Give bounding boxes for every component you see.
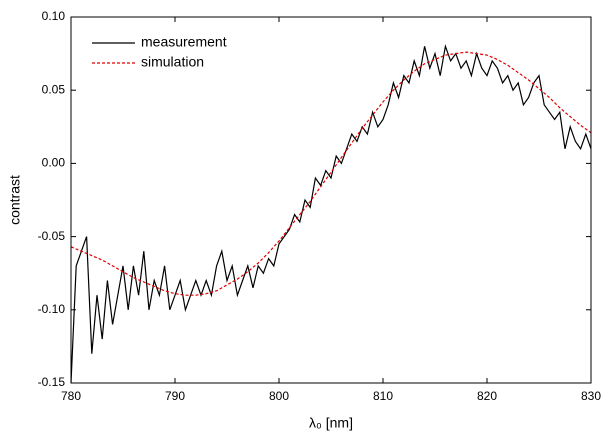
x-tick-label: 810	[373, 389, 393, 403]
y-axis-label: contrast	[7, 175, 23, 225]
x-tick-label: 830	[581, 389, 601, 403]
series-line	[70, 43, 592, 384]
y-tick-label: -0.15	[38, 375, 66, 389]
x-axis-label: λ₀ [nm]	[309, 415, 353, 431]
y-tick-label: 0.10	[42, 9, 66, 23]
x-tick-label: 820	[477, 389, 497, 403]
y-tick-label: -0.05	[38, 229, 66, 243]
plot-frame	[70, 16, 592, 384]
y-tick-label: -0.10	[38, 302, 66, 316]
x-tick-label: 780	[61, 389, 81, 403]
y-tick-label: 0.05	[42, 82, 66, 96]
legend-label: simulation	[141, 54, 204, 70]
x-tick-label: 800	[269, 389, 289, 403]
y-tick-label: 0.00	[42, 156, 66, 170]
series-line	[70, 51, 592, 296]
x-tick-label: 790	[165, 389, 185, 403]
legend-label: measurement	[141, 34, 227, 50]
